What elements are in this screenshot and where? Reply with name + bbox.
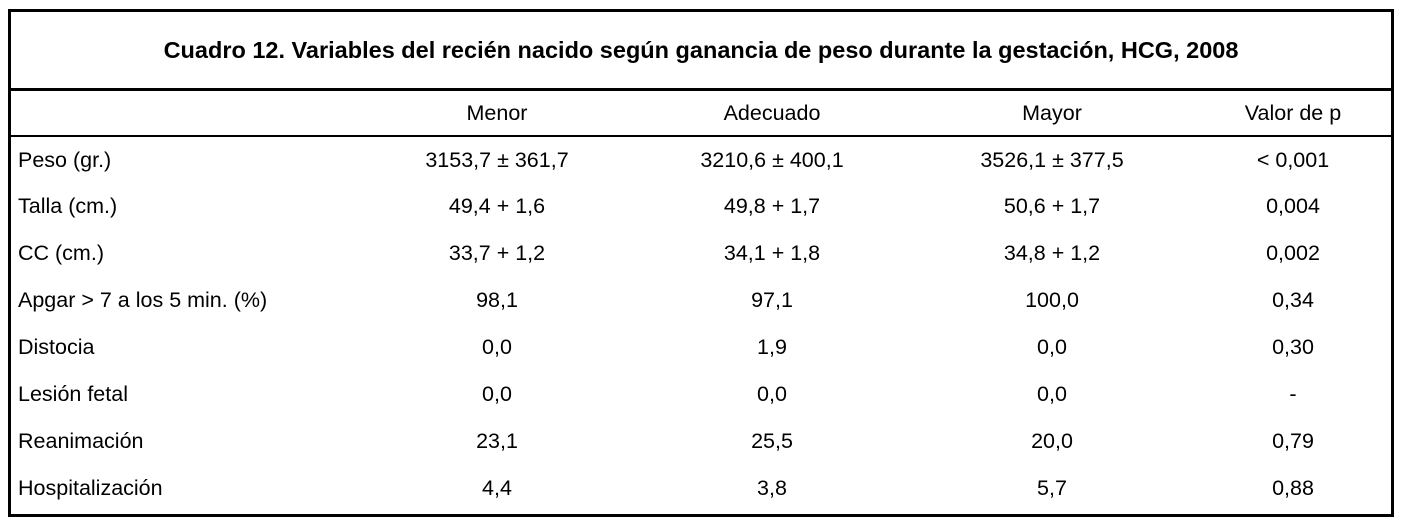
cell-valor-p: < 0,001 bbox=[1256, 147, 1330, 172]
cell-adecuado: 1,9 bbox=[757, 335, 787, 359]
cell-adecuado: 34,1 + 1,8 bbox=[723, 241, 821, 265]
row-label: Peso (gr.) bbox=[18, 147, 112, 172]
row-label: Hospitalización bbox=[18, 476, 163, 500]
column-header-blank bbox=[11, 91, 359, 137]
cell-adecuado: 3210,6 ± 400,1 bbox=[700, 147, 844, 172]
cell-menor: 0,0 bbox=[482, 335, 512, 359]
cell-adecuado: 0,0 bbox=[757, 382, 787, 406]
column-header-valor-p: Valor de p bbox=[1195, 91, 1391, 137]
cell-valor-p: 0,34 bbox=[1272, 288, 1314, 312]
cell-menor: 98,1 bbox=[476, 288, 518, 312]
cell-mayor: 100,0 bbox=[1025, 288, 1079, 312]
column-header-mayor: Mayor bbox=[909, 91, 1195, 137]
table-row: Peso (gr.) 3153,7 ± 361,7 3210,6 ± 400,1… bbox=[11, 136, 1391, 183]
cell-menor: 4,4 bbox=[482, 476, 512, 500]
row-label: Talla (cm.) bbox=[18, 194, 118, 218]
cell-menor: 33,7 + 1,2 bbox=[448, 241, 546, 265]
cell-valor-p: - bbox=[1289, 382, 1297, 406]
cell-adecuado: 49,8 + 1,7 bbox=[723, 194, 821, 218]
cell-valor-p: 0,002 bbox=[1266, 241, 1320, 265]
table-row: Talla (cm.) 49,4 + 1,6 49,8 + 1,7 50,6 +… bbox=[11, 183, 1391, 230]
table-row: CC (cm.) 33,7 + 1,2 34,1 + 1,8 34,8 + 1,… bbox=[11, 230, 1391, 277]
table-row: Lesión fetal 0,0 0,0 0,0 - bbox=[11, 371, 1391, 418]
table-row: Hospitalización 4,4 3,8 5,7 0,88 bbox=[11, 465, 1391, 512]
cell-adecuado: 3,8 bbox=[757, 476, 787, 500]
cell-valor-p: 0,004 bbox=[1266, 194, 1320, 218]
cell-mayor: 5,7 bbox=[1037, 476, 1067, 500]
cell-adecuado: 25,5 bbox=[751, 429, 793, 453]
cell-mayor: 20,0 bbox=[1031, 429, 1073, 453]
row-label: Distocia bbox=[18, 335, 95, 359]
column-header-adecuado: Adecuado bbox=[635, 91, 909, 137]
cell-mayor: 3526,1 ± 377,5 bbox=[980, 147, 1124, 172]
table-frame: Cuadro 12. Variables del recién nacido s… bbox=[8, 9, 1394, 517]
cell-valor-p: 0,30 bbox=[1272, 335, 1314, 359]
cell-valor-p: 0,88 bbox=[1272, 476, 1314, 500]
table-title: Cuadro 12. Variables del recién nacido s… bbox=[163, 36, 1239, 63]
table-row: Distocia 0,0 1,9 0,0 0,30 bbox=[11, 324, 1391, 371]
cell-mayor: 0,0 bbox=[1037, 382, 1067, 406]
row-label: CC (cm.) bbox=[18, 241, 104, 265]
cell-mayor: 50,6 + 1,7 bbox=[1003, 194, 1101, 218]
row-label: Lesión fetal bbox=[18, 382, 128, 406]
column-header-menor: Menor bbox=[359, 91, 635, 137]
table-row: Apgar > 7 a los 5 min. (%) 98,1 97,1 100… bbox=[11, 277, 1391, 324]
table-row: Reanimación 23,1 25,5 20,0 0,79 bbox=[11, 418, 1391, 465]
cell-mayor: 34,8 + 1,2 bbox=[1003, 241, 1101, 265]
cell-menor: 0,0 bbox=[482, 382, 512, 406]
cell-valor-p: 0,79 bbox=[1272, 429, 1314, 453]
cell-adecuado: 97,1 bbox=[751, 288, 793, 312]
title-box: Cuadro 12. Variables del recién nacido s… bbox=[11, 12, 1391, 91]
row-label: Apgar > 7 a los 5 min. (%) bbox=[18, 288, 268, 312]
cell-menor: 49,4 + 1,6 bbox=[448, 194, 546, 218]
cell-mayor: 0,0 bbox=[1037, 335, 1067, 359]
row-label: Reanimación bbox=[18, 429, 144, 453]
header-row: Menor Adecuado Mayor Valor de p bbox=[11, 91, 1391, 137]
cell-menor: 3153,7 ± 361,7 bbox=[425, 147, 569, 172]
data-table: Menor Adecuado Mayor Valor de p Peso (gr… bbox=[11, 91, 1391, 512]
cell-menor: 23,1 bbox=[476, 429, 518, 453]
